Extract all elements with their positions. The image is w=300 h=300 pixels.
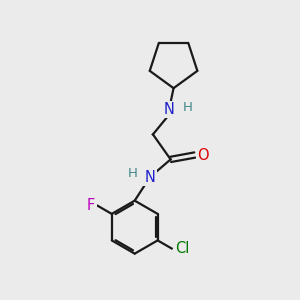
Text: O: O — [197, 148, 209, 163]
Text: N: N — [164, 102, 175, 117]
Text: Cl: Cl — [175, 241, 189, 256]
Text: N: N — [145, 169, 155, 184]
Text: H: H — [128, 167, 137, 180]
Text: F: F — [87, 198, 95, 213]
Text: H: H — [182, 101, 192, 114]
